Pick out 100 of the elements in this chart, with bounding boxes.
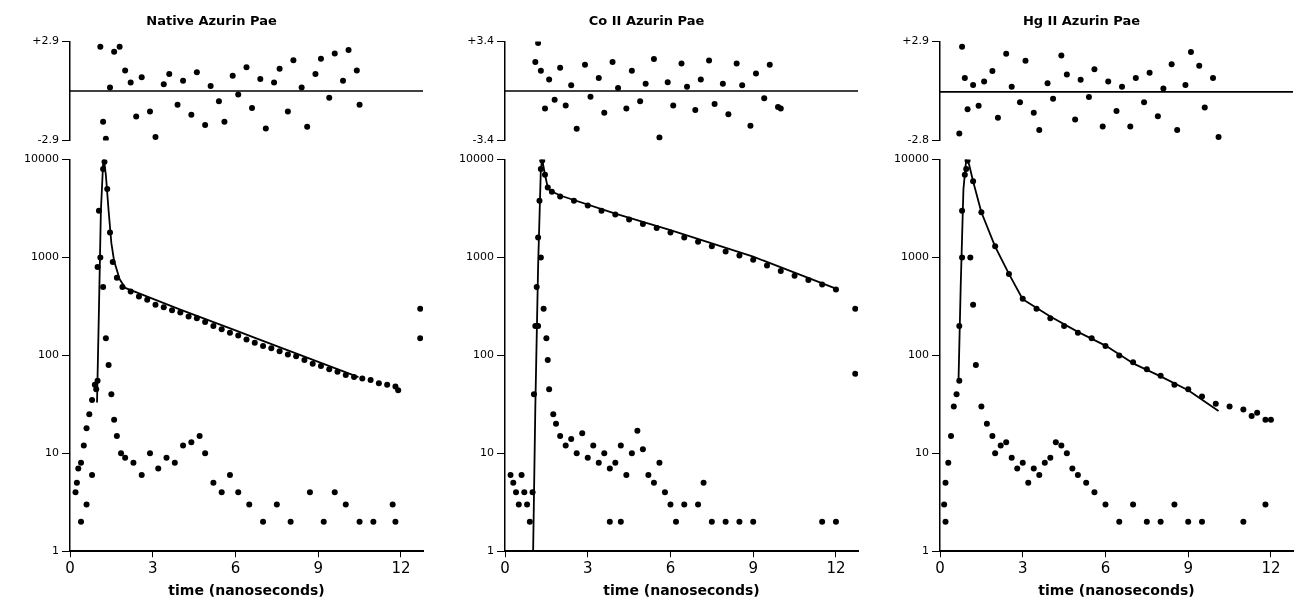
point <box>617 442 624 449</box>
point <box>992 450 999 457</box>
point <box>207 82 214 89</box>
point <box>989 68 996 75</box>
point <box>1116 352 1123 359</box>
point <box>950 403 957 410</box>
y-tick-label: -3.4 <box>472 133 494 147</box>
point <box>1132 75 1139 81</box>
point <box>367 377 374 384</box>
point <box>672 518 679 525</box>
point <box>1030 109 1037 116</box>
point <box>268 345 275 352</box>
y-tick-label: 1 <box>922 544 929 558</box>
point <box>135 293 142 300</box>
point <box>1130 359 1137 366</box>
point <box>639 446 646 453</box>
point <box>86 411 93 418</box>
point <box>210 322 217 329</box>
point <box>101 159 108 165</box>
point <box>251 339 258 346</box>
point <box>1025 479 1032 486</box>
point <box>1083 479 1090 486</box>
point <box>342 372 349 379</box>
point <box>684 83 691 90</box>
point <box>100 118 107 125</box>
point <box>1019 295 1026 302</box>
point <box>356 518 363 525</box>
point <box>606 518 613 525</box>
point <box>601 109 608 116</box>
point <box>309 360 316 367</box>
point <box>956 130 963 137</box>
point <box>1014 465 1021 472</box>
point <box>595 459 602 466</box>
point <box>942 479 949 486</box>
y-tick-label: +3.4 <box>467 34 494 48</box>
point <box>163 454 170 461</box>
point <box>587 93 594 100</box>
point <box>581 61 588 68</box>
point <box>562 442 569 449</box>
point <box>152 301 159 308</box>
point <box>546 386 553 393</box>
point <box>1085 94 1092 101</box>
point <box>1160 85 1167 92</box>
point <box>1033 305 1040 312</box>
point <box>736 518 743 525</box>
point <box>276 65 283 72</box>
point <box>678 60 685 67</box>
point <box>653 225 660 232</box>
point <box>518 472 525 479</box>
point <box>551 96 558 103</box>
point <box>557 193 564 200</box>
point <box>711 101 718 108</box>
point <box>541 171 548 178</box>
point <box>229 72 236 79</box>
x-tick-label: 0 <box>935 559 945 578</box>
point <box>119 283 126 290</box>
point <box>384 381 391 388</box>
point <box>697 76 704 83</box>
point <box>122 454 129 461</box>
point <box>326 366 333 373</box>
point <box>628 67 635 74</box>
point <box>1215 133 1222 140</box>
point <box>326 94 333 101</box>
point <box>138 74 145 81</box>
point <box>708 243 715 250</box>
point <box>970 178 977 185</box>
point <box>535 234 542 241</box>
point <box>628 450 635 457</box>
point <box>537 254 544 261</box>
point <box>700 479 707 486</box>
point <box>118 450 125 457</box>
point <box>1226 403 1233 410</box>
point <box>235 489 242 496</box>
point <box>1168 61 1175 68</box>
point <box>1052 439 1059 446</box>
point <box>1141 99 1148 106</box>
point <box>389 501 396 508</box>
point <box>568 82 575 89</box>
point <box>961 75 968 81</box>
point <box>1198 393 1205 400</box>
point <box>1130 501 1137 508</box>
point <box>155 465 162 472</box>
point <box>948 433 955 440</box>
point <box>1105 78 1112 85</box>
point <box>160 81 167 88</box>
chart-title: Hg II Azurin Pae <box>1022 13 1141 29</box>
point <box>959 254 966 261</box>
point <box>106 229 113 236</box>
point <box>353 67 360 74</box>
x-tick-label: 0 <box>500 559 510 578</box>
point <box>1061 322 1068 329</box>
point <box>532 58 539 65</box>
point <box>284 108 291 115</box>
y-tick-label: 100 <box>908 348 929 362</box>
point <box>146 450 153 457</box>
point <box>180 77 187 84</box>
point <box>1262 416 1269 423</box>
point <box>271 79 278 86</box>
point <box>127 79 134 86</box>
point <box>104 186 111 193</box>
